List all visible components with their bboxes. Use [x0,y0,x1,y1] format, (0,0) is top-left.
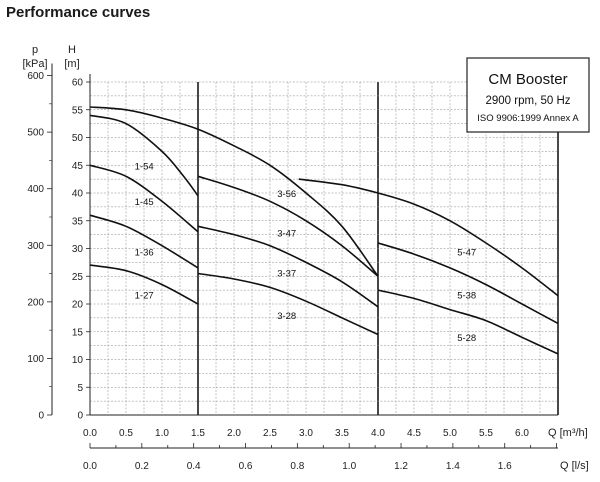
head-tick-label: 0 [77,411,83,422]
flow-tick-label: 2.0 [227,428,241,439]
curve-5-28 [377,289,559,355]
flow-tick-label: 1.0 [155,428,169,439]
pressure-tick-label: 500 [27,128,44,139]
curve-label-3-47: 3-47 [277,228,296,239]
head-tick-label: 50 [72,133,84,144]
flow-tick-label: 1.5 [191,428,205,439]
flow2-axis-label: Q [l/s] [560,460,589,472]
flow2-tick-label: 0.2 [135,461,149,472]
info-box-line1: 2900 rpm, 50 Hz [485,95,570,107]
curve-3-56 [89,106,379,277]
flow-tick-label: 5.5 [479,428,493,439]
flow2-tick-label: 1.6 [498,461,512,472]
flow-tick-label: 2.5 [263,428,277,439]
flow2-tick-label: 1.2 [394,461,408,472]
flow-tick-label: 4.5 [407,428,421,439]
flow-tick-label: 0.5 [119,428,133,439]
head-tick-label: 25 [72,272,84,283]
flow-tick-label: 4.0 [371,428,385,439]
head-axis-unit: [m] [64,58,79,70]
head-tick-label: 60 [72,78,84,89]
pressure-tick-label: 0 [38,411,44,422]
curve-1-54 [89,114,199,197]
head-tick-label: 30 [72,244,84,255]
info-box: CM Booster 2900 rpm, 50 Hz ISO 9906:1999… [466,57,590,133]
pressure-tick-label: 200 [27,297,44,308]
curves [89,106,559,355]
curve-1-36 [89,214,199,269]
curve-label-5-47: 5-47 [457,248,476,259]
flow2-tick-label: 1.0 [342,461,356,472]
head-tick-label: 20 [72,300,84,311]
flow2-tick-label: 0.4 [187,461,201,472]
head-tick-label: 55 [72,105,84,116]
pressure-axis-unit: [kPa] [22,58,47,70]
flow-axis-label: Q [m³/h] [548,427,588,439]
head-tick-label: 10 [72,355,84,366]
page-title: Performance curves [6,4,151,21]
head-tick-label: 45 [72,161,84,172]
head-tick-label: 15 [72,327,84,338]
head-tick-label: 40 [72,189,84,200]
flow2-tick-label: 1.4 [446,461,460,472]
flow2-tick-label: 0.8 [290,461,304,472]
curve-label-1-27: 1-27 [135,290,154,301]
pressure-tick-label: 400 [27,184,44,195]
curve-label-5-28: 5-28 [457,333,476,344]
curve-5-38 [377,242,559,325]
info-box-frame [466,57,590,133]
pressure-tick-label: 100 [27,354,44,365]
flow2-tick-label: 0.6 [239,461,253,472]
curve-label-1-36: 1-36 [135,248,154,259]
curve-1-45 [89,164,199,233]
curve-label-5-38: 5-38 [457,290,476,301]
flow-tick-label: 0.0 [83,428,97,439]
pressure-tick-label: 600 [27,71,44,82]
info-box-title: CM Booster [488,71,567,88]
curve-label-3-28: 3-28 [277,311,296,322]
pressure-axis-symbol: p [32,44,38,56]
curve-3-28 [197,272,379,336]
flow-tick-label: 3.0 [299,428,313,439]
head-tick-label: 35 [72,216,84,227]
head-axis-symbol: H [68,44,76,56]
curve-labels: 1-54 1-45 1-36 1-27 3-56 3-47 3-37 3-28 5-47 5-38… [135,162,477,344]
axes: 0 5 10 15 20 25 30 35 40 45 50 55 60 H [m] 0 100 200 300 40… [22,44,588,472]
flow-tick-label: 6.0 [515,428,529,439]
curve-label-1-54: 1-54 [135,162,154,173]
flow2-tick-label: 0.0 [83,461,97,472]
head-tick-label: 5 [77,383,83,394]
curve-3-47 [197,175,379,277]
curve-label-3-56: 3-56 [277,189,296,200]
pressure-tick-label: 300 [27,241,44,252]
info-box-line2: ISO 9906:1999 Annex A [477,113,579,124]
curve-label-3-37: 3-37 [277,268,296,279]
curve-label-1-45: 1-45 [135,197,154,208]
flow-tick-label: 3.5 [335,428,349,439]
curve-3-37 [197,225,379,308]
flow-tick-label: 5.0 [443,428,457,439]
curve-1-27 [89,264,199,305]
curve-5-47 [298,178,559,297]
